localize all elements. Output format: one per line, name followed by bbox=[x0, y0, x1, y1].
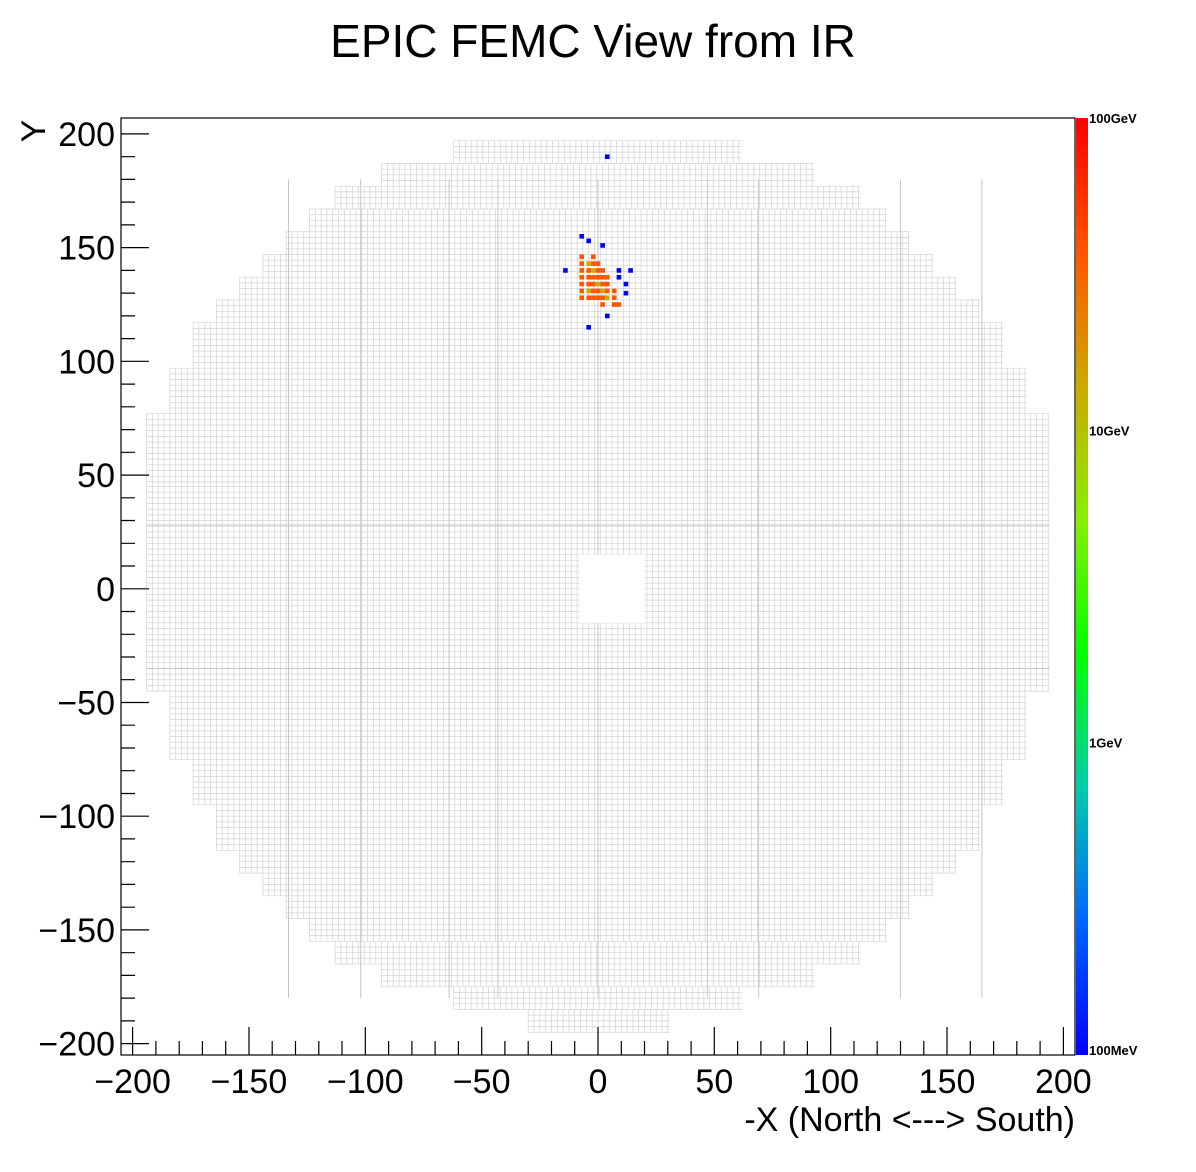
color-scale-label: 10GeV bbox=[1089, 423, 1130, 438]
hit-cell bbox=[595, 288, 601, 294]
hit-cell bbox=[591, 281, 596, 287]
hit-cell bbox=[586, 268, 592, 273]
y-tick-label: 100 bbox=[58, 343, 115, 381]
x-tick-label: −100 bbox=[327, 1063, 404, 1101]
hit-cell bbox=[628, 268, 633, 273]
hit-cell bbox=[579, 274, 585, 280]
hit-cell bbox=[579, 281, 585, 287]
hit-cell bbox=[600, 295, 605, 301]
hit-cell bbox=[591, 274, 596, 280]
hit-cell bbox=[604, 274, 610, 280]
hit-cell bbox=[616, 268, 622, 273]
x-tick-label: −50 bbox=[453, 1063, 511, 1101]
hit-cell bbox=[616, 274, 622, 280]
hit-cell bbox=[591, 261, 596, 266]
y-tick-label: 200 bbox=[58, 116, 115, 154]
y-tick-label: 50 bbox=[77, 457, 115, 495]
color-scale: 100GeV 10GeV 1GeV 100MeV bbox=[1076, 111, 1138, 1058]
hit-cell bbox=[611, 302, 617, 307]
y-tick-label: 150 bbox=[58, 230, 115, 268]
x-tick-label: −200 bbox=[94, 1063, 171, 1101]
hit-cell bbox=[595, 281, 601, 287]
hit-cell bbox=[600, 274, 605, 280]
hit-cell bbox=[591, 268, 596, 273]
hit-cell bbox=[600, 243, 605, 248]
chart-title: EPIC FEMC View from IR bbox=[330, 15, 856, 67]
hit-cell bbox=[591, 288, 596, 294]
hit-cell bbox=[586, 274, 592, 280]
hit-cell bbox=[586, 288, 592, 294]
energy-hits bbox=[563, 154, 633, 330]
hit-cell bbox=[563, 268, 568, 273]
detector-cells bbox=[146, 140, 1050, 1033]
hit-cell bbox=[595, 274, 601, 280]
hit-cell bbox=[604, 154, 610, 160]
hit-cell bbox=[616, 302, 622, 307]
hit-cell bbox=[604, 281, 610, 287]
x-tick-label: 0 bbox=[589, 1063, 608, 1101]
hit-cell bbox=[595, 261, 601, 266]
hit-cell bbox=[600, 302, 605, 307]
color-scale-label: 1GeV bbox=[1089, 736, 1123, 751]
hit-cell bbox=[604, 295, 610, 301]
x-tick-label: 100 bbox=[802, 1063, 859, 1101]
x-tick-label: −150 bbox=[211, 1063, 288, 1101]
x-axis-title: -X (North <---> South) bbox=[744, 1101, 1075, 1139]
hit-cell bbox=[600, 281, 605, 287]
plot-area: −200 −150 −100 −50 0 50 100 150 200 −200 −150 −100 −… bbox=[38, 116, 1091, 1101]
y-tick-label: −50 bbox=[57, 684, 115, 722]
hit-cell bbox=[586, 324, 592, 330]
hit-cell bbox=[579, 295, 585, 301]
hit-cell bbox=[623, 290, 629, 296]
y-tick-label: −100 bbox=[38, 798, 115, 836]
color-scale-labels: 100GeV 10GeV 1GeV 100MeV bbox=[1089, 111, 1138, 1058]
hit-cell bbox=[600, 268, 605, 273]
y-tick-label: 0 bbox=[96, 571, 115, 609]
hit-cell bbox=[591, 254, 596, 260]
y-tick-label: −150 bbox=[38, 912, 115, 950]
hit-cell bbox=[586, 238, 592, 244]
hit-cell bbox=[600, 288, 605, 294]
color-scale-label: 100GeV bbox=[1089, 111, 1137, 126]
hit-cell bbox=[586, 261, 592, 266]
color-scale-label: 100MeV bbox=[1089, 1043, 1138, 1058]
beam-hole bbox=[579, 554, 645, 623]
hit-cell bbox=[591, 295, 596, 301]
hit-cell bbox=[586, 281, 592, 287]
hit-cell bbox=[579, 268, 585, 273]
hit-cell bbox=[611, 288, 617, 294]
hit-cell bbox=[604, 313, 610, 319]
hit-cell bbox=[579, 288, 585, 294]
hit-cell bbox=[595, 268, 601, 273]
hit-cell bbox=[586, 295, 592, 301]
y-axis-title: Y bbox=[15, 120, 53, 143]
detector-grid bbox=[146, 140, 1050, 1033]
color-scale-bar bbox=[1076, 118, 1088, 1055]
axes: −200 −150 −100 −50 0 50 100 150 200 −200 −150 −100 −… bbox=[38, 116, 1091, 1101]
hit-cell bbox=[611, 295, 617, 301]
y-tick-label: −200 bbox=[38, 1026, 115, 1064]
hit-cell bbox=[604, 288, 610, 294]
hit-cell bbox=[579, 234, 585, 239]
x-tick-label: 200 bbox=[1035, 1063, 1092, 1101]
hit-cell bbox=[579, 261, 585, 266]
axis-ticks bbox=[121, 133, 1064, 1055]
hit-cell bbox=[579, 254, 585, 260]
hit-cell bbox=[595, 295, 601, 301]
x-tick-label: 50 bbox=[695, 1063, 733, 1101]
x-tick-label: 150 bbox=[919, 1063, 976, 1101]
hit-cell bbox=[623, 281, 629, 287]
